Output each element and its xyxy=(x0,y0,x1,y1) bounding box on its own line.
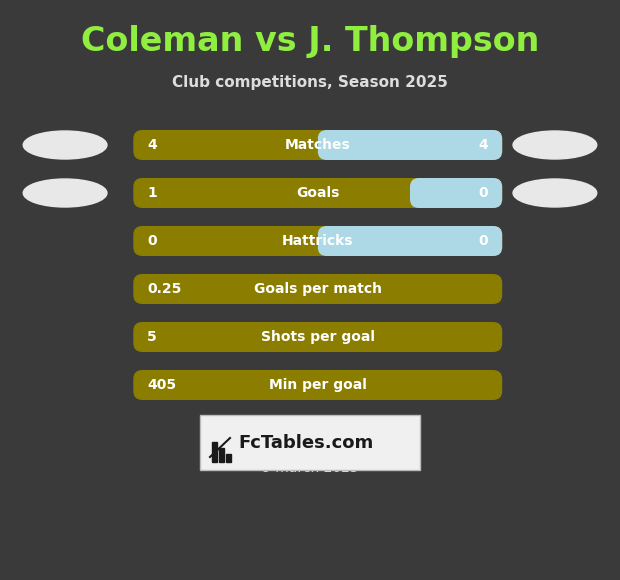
Text: 4: 4 xyxy=(479,138,488,152)
Text: Coleman vs J. Thompson: Coleman vs J. Thompson xyxy=(81,26,539,59)
Ellipse shape xyxy=(513,179,596,207)
Text: 0: 0 xyxy=(148,234,157,248)
Text: Shots per goal: Shots per goal xyxy=(261,330,374,344)
Text: 5: 5 xyxy=(148,330,157,344)
FancyBboxPatch shape xyxy=(133,370,502,400)
Bar xyxy=(219,448,224,462)
Text: 0: 0 xyxy=(479,234,488,248)
Text: 4: 4 xyxy=(148,138,157,152)
FancyBboxPatch shape xyxy=(133,130,502,160)
Bar xyxy=(226,454,231,462)
Ellipse shape xyxy=(23,179,107,207)
Text: 0.25: 0.25 xyxy=(148,282,182,296)
FancyBboxPatch shape xyxy=(133,274,502,304)
FancyBboxPatch shape xyxy=(410,178,502,208)
FancyBboxPatch shape xyxy=(133,178,502,208)
Ellipse shape xyxy=(23,131,107,159)
FancyBboxPatch shape xyxy=(133,226,502,256)
Text: 9 march 2025: 9 march 2025 xyxy=(262,461,358,475)
Bar xyxy=(212,442,217,462)
FancyBboxPatch shape xyxy=(317,130,502,160)
Text: 0: 0 xyxy=(479,186,488,200)
Text: 405: 405 xyxy=(148,378,177,392)
Text: Club competitions, Season 2025: Club competitions, Season 2025 xyxy=(172,74,448,89)
Text: FcTables.com: FcTables.com xyxy=(238,433,373,451)
Text: Matches: Matches xyxy=(285,138,351,152)
Text: Hattricks: Hattricks xyxy=(282,234,353,248)
Text: Goals per match: Goals per match xyxy=(254,282,382,296)
FancyBboxPatch shape xyxy=(133,322,502,352)
Text: Goals: Goals xyxy=(296,186,339,200)
FancyBboxPatch shape xyxy=(143,187,410,199)
Text: Min per goal: Min per goal xyxy=(269,378,366,392)
Ellipse shape xyxy=(513,131,596,159)
FancyBboxPatch shape xyxy=(317,226,502,256)
FancyBboxPatch shape xyxy=(200,415,420,470)
FancyBboxPatch shape xyxy=(143,235,317,247)
FancyBboxPatch shape xyxy=(143,139,317,151)
Text: 1: 1 xyxy=(148,186,157,200)
